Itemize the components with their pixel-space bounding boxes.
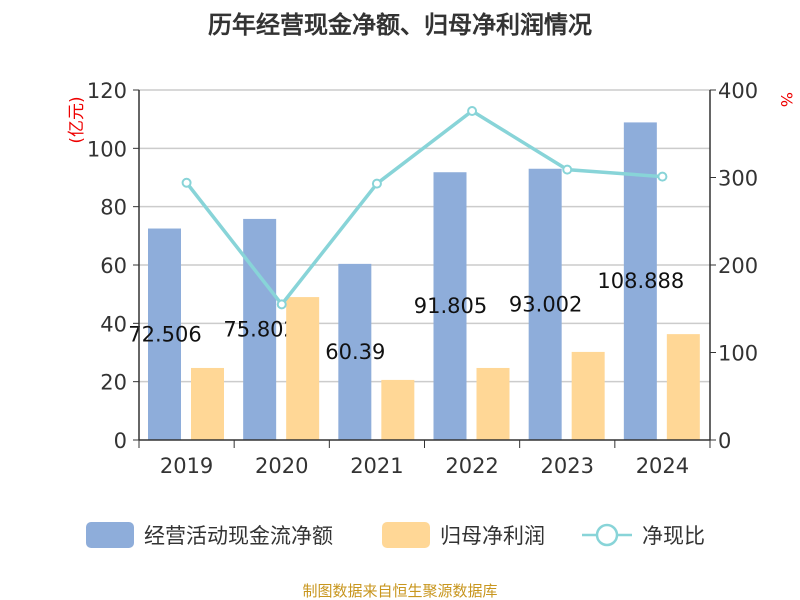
- line-ratio: [185, 108, 663, 308]
- y-left-tick-label: 40: [100, 312, 127, 336]
- line-point: [467, 106, 478, 116]
- bar-net-profit: [191, 367, 224, 440]
- line-point: [562, 164, 573, 175]
- y-left-tick-label: 80: [100, 196, 127, 220]
- y-left-tick-label: 20: [100, 371, 127, 395]
- y-right-tick-label: 400: [718, 79, 758, 103]
- y-right-axis-label: %: [777, 92, 796, 107]
- x-tick-label: 2021: [350, 454, 403, 478]
- line-point: [657, 171, 668, 182]
- y-right-tick-label: 100: [718, 342, 758, 366]
- x-tick-label: 2024: [636, 454, 689, 478]
- source-note: 制图数据来自恒生聚源数据库: [302, 582, 497, 600]
- data-label: 60.39: [325, 340, 385, 364]
- x-tick-label: 2019: [160, 454, 213, 478]
- y-left-tick-label: 0: [114, 429, 127, 453]
- line-point: [276, 299, 287, 310]
- x-tick-label: 2020: [255, 454, 308, 478]
- bar-net-profit: [571, 351, 605, 440]
- bar-net-profit: [666, 334, 700, 440]
- bar-cash-flow: [338, 263, 372, 440]
- legend-label: 净现比: [642, 524, 705, 548]
- legend-swatch-ratio-marker: [595, 523, 619, 547]
- bar-net-profit: [381, 379, 415, 440]
- data-label: 91.805: [414, 294, 487, 318]
- data-label: 93.002: [509, 292, 582, 316]
- x-tick-label: 2022: [445, 454, 498, 478]
- y-right-tick-label: 0: [718, 429, 731, 453]
- x-tick-label: 2023: [541, 454, 594, 478]
- y-left-tick-label: 60: [100, 254, 127, 278]
- bar-cash-flow: [433, 172, 467, 440]
- legend-label: 经营活动现金流净额: [144, 524, 333, 548]
- bar-net-profit: [286, 297, 320, 440]
- y-left-tick-label: 100: [87, 137, 127, 161]
- y-left-tick-label: 120: [87, 79, 127, 103]
- data-label: 75.802: [223, 318, 296, 342]
- bar-cash-flow: [148, 228, 181, 440]
- data-label: 108.888: [597, 269, 684, 293]
- legend-swatch-net-profit: [382, 522, 430, 548]
- line-point: [181, 177, 192, 188]
- bar-cash-flow: [243, 218, 277, 440]
- bar-net-profit: [476, 367, 510, 440]
- chart-title: 历年经营现金净额、归母净利润情况: [208, 11, 592, 39]
- legend-swatch-cash-flow: [86, 522, 134, 548]
- bar-cash-flow: [528, 168, 562, 440]
- y-right-tick-label: 200: [718, 254, 758, 278]
- line-point: [371, 178, 382, 189]
- data-label: 72.506: [128, 322, 201, 346]
- y-left-axis-label: (亿元): [67, 96, 87, 143]
- legend-label: 归母净利润: [440, 524, 545, 548]
- y-right-tick-label: 300: [718, 167, 758, 191]
